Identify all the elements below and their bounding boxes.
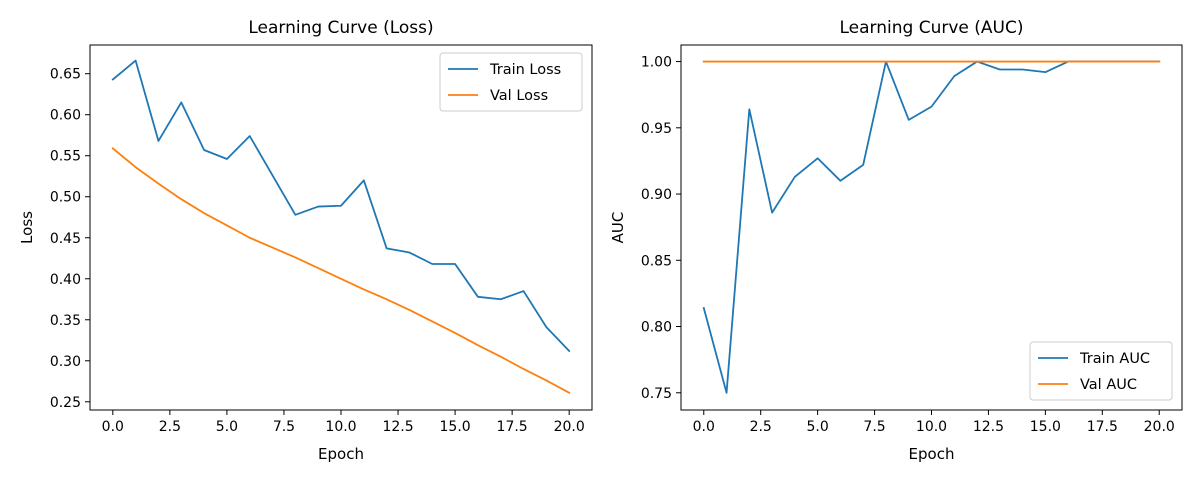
y-axis-label: AUC bbox=[609, 212, 627, 244]
chart-title: Learning Curve (AUC) bbox=[840, 18, 1024, 38]
y-tick-label: 0.25 bbox=[50, 395, 81, 411]
legend: Train Loss Val Loss bbox=[439, 52, 583, 112]
legend-box bbox=[1029, 341, 1173, 401]
x-tick-label: 2.5 bbox=[750, 419, 772, 435]
legend-label: Train AUC bbox=[1079, 351, 1150, 367]
legend-box bbox=[439, 52, 583, 112]
y-tick-label: 0.60 bbox=[50, 108, 81, 124]
x-tick-label: 20.0 bbox=[1144, 419, 1175, 435]
x-tick-label: 7.5 bbox=[273, 419, 295, 435]
y-tick-label: 0.50 bbox=[50, 190, 81, 206]
x-axis-label: Epoch bbox=[909, 445, 955, 463]
y-axis-label: Loss bbox=[18, 211, 36, 244]
legend: Train AUC Val AUC bbox=[1029, 341, 1173, 401]
x-tick-label: 2.5 bbox=[159, 419, 181, 435]
x-tick-label: 15.0 bbox=[1030, 419, 1061, 435]
legend-label: Train Loss bbox=[489, 62, 561, 78]
y-tick-label: 1.00 bbox=[641, 55, 672, 71]
series-line-train-loss bbox=[111, 59, 571, 353]
legend-label: Val Loss bbox=[490, 88, 548, 104]
y-tick-label: 0.40 bbox=[50, 272, 81, 288]
loss-chart: Learning Curve (Loss) 0.0 2.5 5.0 7.5 10.0 12.… bbox=[18, 18, 593, 463]
x-tick-label: 12.5 bbox=[973, 419, 1004, 435]
x-tick-label: 0.0 bbox=[693, 419, 715, 435]
x-tick-label: 10.0 bbox=[916, 419, 947, 435]
y-tick-label: 0.85 bbox=[641, 253, 672, 269]
x-tick-label: 10.0 bbox=[325, 419, 356, 435]
auc-chart: Learning Curve (AUC) 0.0 2.5 5.0 7.5 10.0 12.5… bbox=[609, 18, 1183, 463]
y-tick-label: 0.35 bbox=[50, 313, 81, 329]
x-tick-label: 17.5 bbox=[497, 419, 528, 435]
y-tick-label: 0.30 bbox=[50, 354, 81, 370]
y-tick-label: 0.90 bbox=[641, 187, 672, 203]
x-tick-label: 7.5 bbox=[863, 419, 885, 435]
x-tick-label: 5.0 bbox=[216, 419, 238, 435]
y-tick-label: 0.75 bbox=[641, 386, 672, 402]
plot-frame bbox=[680, 44, 1183, 411]
x-tick-label: 12.5 bbox=[382, 419, 413, 435]
y-tick-label: 0.80 bbox=[641, 320, 672, 336]
y-tick-label: 0.65 bbox=[50, 67, 81, 83]
x-tick-label: 20.0 bbox=[554, 419, 585, 435]
plot-frame bbox=[89, 44, 593, 411]
x-tick-label: 17.5 bbox=[1087, 419, 1118, 435]
y-tick-label: 0.95 bbox=[641, 121, 672, 137]
series-line-val-loss bbox=[111, 147, 571, 394]
x-axis-label: Epoch bbox=[318, 445, 364, 463]
y-tick-label: 0.45 bbox=[50, 231, 81, 247]
chart-title: Learning Curve (Loss) bbox=[248, 18, 433, 38]
legend-label: Val AUC bbox=[1080, 377, 1137, 393]
y-tick-label: 0.55 bbox=[50, 149, 81, 165]
x-tick-label: 5.0 bbox=[807, 419, 829, 435]
x-tick-label: 15.0 bbox=[440, 419, 471, 435]
x-tick-label: 0.0 bbox=[102, 419, 124, 435]
